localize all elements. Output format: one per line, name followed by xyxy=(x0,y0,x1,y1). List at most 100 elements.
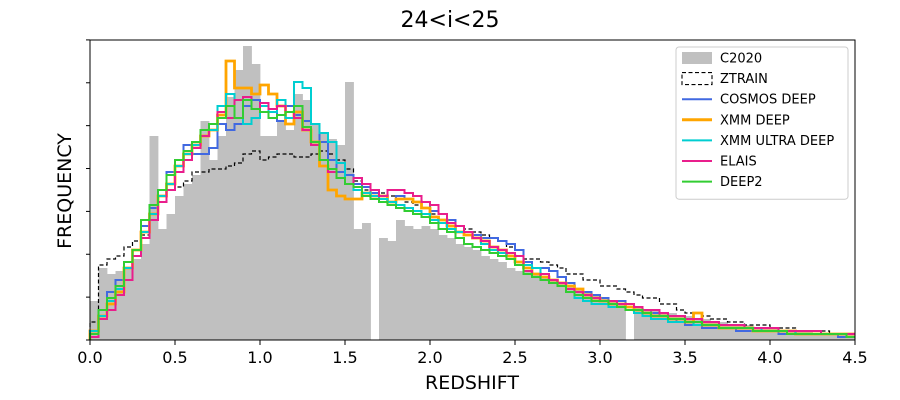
c2020-bar xyxy=(778,331,788,340)
c2020-bar xyxy=(243,46,252,340)
c2020-bar xyxy=(158,229,167,340)
c2020-bar xyxy=(464,247,473,340)
c2020-bar xyxy=(302,100,312,340)
c2020-bar xyxy=(294,94,303,340)
c2020-bar xyxy=(515,271,524,340)
c2020-bar xyxy=(209,160,218,340)
c2020-bar xyxy=(166,214,176,340)
c2020-bar xyxy=(362,223,371,340)
c2020-bar xyxy=(583,292,592,340)
c2020-bar xyxy=(761,328,771,340)
c2020-bar xyxy=(404,226,414,340)
c2020-bar xyxy=(506,268,516,340)
c2020-bar xyxy=(532,274,541,340)
c2020-bar xyxy=(668,313,677,340)
axes: 0.0 0.5 1.0 1.5 2.0 2.5 3.0 3.5 4.0 4.5 xyxy=(77,39,868,367)
x-tick-label: 1.0 xyxy=(247,348,272,367)
legend-box xyxy=(675,46,849,200)
c2020-bar xyxy=(617,304,626,340)
c2020-bar xyxy=(328,139,337,340)
c2020-bar xyxy=(336,145,346,340)
c2020-bar xyxy=(770,328,779,340)
c2020-bar xyxy=(685,316,694,340)
c2020-bar xyxy=(447,238,456,340)
x-tick-label: 0.5 xyxy=(162,348,187,367)
c2020-bar xyxy=(90,301,99,340)
c2020-bar xyxy=(523,271,533,340)
c2020-bar xyxy=(489,259,499,340)
c2020-bar xyxy=(821,334,830,340)
c2020-bar xyxy=(736,325,745,340)
c2020-bar xyxy=(277,121,286,340)
x-tick-label: 4.5 xyxy=(842,348,867,367)
c2020-bar xyxy=(634,307,643,340)
c2020-bar xyxy=(727,325,737,340)
c2020-bar xyxy=(124,268,133,340)
c2020-bar xyxy=(319,133,329,340)
x-tick-label: 1.5 xyxy=(332,348,357,367)
c2020-bar xyxy=(812,334,822,340)
c2020-bar xyxy=(438,235,448,340)
x-tick-label: 0.0 xyxy=(77,348,102,367)
c2020-bar xyxy=(702,319,711,340)
c2020-bar xyxy=(659,313,669,340)
legend-swatch-ztrain xyxy=(681,72,713,86)
x-axis-label: REDSHIFT xyxy=(425,372,519,394)
c2020-bar xyxy=(260,136,269,340)
c2020-bar xyxy=(693,319,703,340)
c2020-bar xyxy=(549,280,558,340)
y-axis-label: FREQUENCY xyxy=(54,133,76,249)
c2020-bar xyxy=(175,196,184,340)
c2020-bar xyxy=(574,289,584,340)
x-tick-label: 3.5 xyxy=(672,348,697,367)
c2020-bar xyxy=(600,298,609,340)
c2020-bar xyxy=(192,175,201,340)
c2020-bar xyxy=(183,184,193,340)
legend-label-ztrain: ZTRAIN xyxy=(720,72,768,87)
c2020-bar xyxy=(98,268,108,340)
c2020-bar xyxy=(795,331,805,340)
c2020-bar xyxy=(676,316,686,340)
c2020-bar xyxy=(430,229,439,340)
c2020-bar xyxy=(132,259,142,340)
c2020-bar xyxy=(591,295,601,340)
plot-area xyxy=(88,46,856,340)
c2020-bar xyxy=(829,334,839,340)
legend-label-deep2: DEEP2 xyxy=(720,175,763,190)
c2020-bar xyxy=(268,136,278,340)
c2020-bar xyxy=(608,301,618,340)
c2020-bar xyxy=(787,331,796,340)
legend-label-elais: ELAIS xyxy=(720,155,757,170)
c2020-bar xyxy=(285,130,295,340)
legend-label-xmm-deep: XMM DEEP xyxy=(720,113,790,128)
c2020-bar xyxy=(566,286,575,340)
c2020-bar xyxy=(710,322,720,340)
c2020-bar xyxy=(557,283,567,340)
x-tick-label: 2.0 xyxy=(417,348,442,367)
series-deep2-line xyxy=(89,99,855,340)
legend-label-xmm-ultra-deep: XMM ULTRA DEEP xyxy=(720,134,834,149)
plot-frame xyxy=(89,39,856,341)
x-tick-label: 2.5 xyxy=(502,348,527,367)
c2020-bar xyxy=(200,121,210,340)
c2020-bar xyxy=(115,271,125,340)
c2020-bar xyxy=(540,277,550,340)
chart-title: 24<i<25 xyxy=(401,8,500,33)
c2020-bar xyxy=(251,64,261,340)
legend-swatch-c2020 xyxy=(682,52,712,64)
c2020-bar xyxy=(396,220,405,340)
c2020-bar xyxy=(455,244,465,340)
c2020-bar xyxy=(719,322,728,340)
c2020-bar xyxy=(141,244,150,340)
c2020-bar xyxy=(234,70,244,340)
c2020-bar xyxy=(753,328,762,340)
c2020-bar xyxy=(481,256,490,340)
c2020-bar xyxy=(804,331,813,340)
x-tick-label: 3.0 xyxy=(587,348,612,367)
c2020-bar xyxy=(498,262,507,340)
c2020-bar xyxy=(651,310,660,340)
c2020-bar xyxy=(642,310,652,340)
x-tick-label: 4.0 xyxy=(757,348,782,367)
c2020-bar xyxy=(413,229,422,340)
